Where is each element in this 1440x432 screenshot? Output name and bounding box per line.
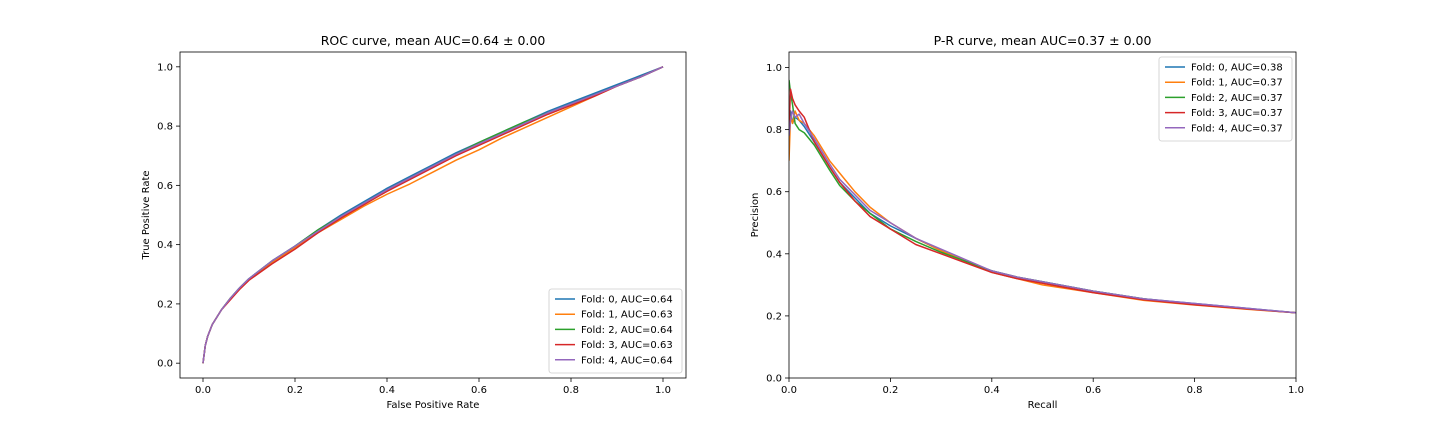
chart-1: P-R curve, mean AUC=0.37 ± 0.00 0.0 0.2 0.4… xyxy=(750,33,1304,411)
y-tick-label: 0.6 xyxy=(766,187,782,198)
chart-title: P-R curve, mean AUC=0.37 ± 0.00 xyxy=(934,33,1152,48)
legend-entry: Fold: 3, AUC=0.63 xyxy=(581,340,673,351)
y-tick-label: 0.0 xyxy=(157,359,173,370)
legend-box xyxy=(548,288,683,374)
y-axis-label: Precision xyxy=(750,193,761,238)
legend-entry: Fold: 1, AUC=0.37 xyxy=(1191,78,1283,89)
legend-box xyxy=(1158,56,1293,142)
legend: Fold: 0, AUC=0.38 Fold: 1, AUC=0.37 Fold: … xyxy=(1158,56,1293,142)
legend-entry: Fold: 2, AUC=0.64 xyxy=(581,325,673,336)
x-tick-label: 1.0 xyxy=(655,385,671,396)
y-tick-label: 0.2 xyxy=(157,299,173,310)
y-tick-label: 0.8 xyxy=(157,122,173,133)
axes-frame xyxy=(788,51,1297,379)
x-tick-label: 0.4 xyxy=(984,385,1000,396)
legend-entry: Fold: 4, AUC=0.64 xyxy=(581,355,673,366)
series-line-fold-4 xyxy=(789,110,1296,314)
x-tick-label: 0.8 xyxy=(1187,385,1203,396)
legend-entry: Fold: 1, AUC=0.63 xyxy=(581,310,673,321)
x-tick-label: 0.0 xyxy=(195,385,211,396)
chart-0: ROC curve, mean AUC=0.64 ± 0.00 0.0 0.2 0.4… xyxy=(141,33,687,411)
legend-entry: Fold: 0, AUC=0.38 xyxy=(1191,63,1283,74)
y-tick-label: 0.0 xyxy=(766,374,782,385)
x-axis-label: False Positive Rate xyxy=(387,400,480,411)
x-tick-label: 0.2 xyxy=(287,385,303,396)
legend-entry: Fold: 0, AUC=0.64 xyxy=(581,295,673,306)
y-tick-label: 0.8 xyxy=(766,125,782,136)
legend-entry: Fold: 4, AUC=0.37 xyxy=(1191,123,1283,134)
x-tick-label: 0.6 xyxy=(1085,385,1101,396)
legend-entry: Fold: 2, AUC=0.37 xyxy=(1191,93,1283,104)
y-tick-label: 1.0 xyxy=(766,63,782,74)
axes-frame xyxy=(179,51,687,379)
x-tick-label: 0.2 xyxy=(882,385,898,396)
y-tick-label: 0.4 xyxy=(766,249,782,260)
x-tick-label: 0.0 xyxy=(781,385,797,396)
legend: Fold: 0, AUC=0.64 Fold: 1, AUC=0.63 Fold: … xyxy=(548,288,683,374)
x-tick-label: 0.4 xyxy=(379,385,395,396)
series-line-fold-4 xyxy=(202,66,664,364)
y-tick-label: 1.0 xyxy=(157,62,173,73)
y-axis-label: True Positive Rate xyxy=(141,170,152,260)
x-tick-label: 0.6 xyxy=(471,385,487,396)
series-line-fold-3 xyxy=(789,88,1296,314)
y-tick-label: 0.4 xyxy=(157,240,173,251)
x-axis-label: Recall xyxy=(1028,400,1058,411)
legend-entry: Fold: 3, AUC=0.37 xyxy=(1191,108,1283,119)
x-tick-label: 1.0 xyxy=(1288,385,1304,396)
y-tick-label: 0.2 xyxy=(766,311,782,322)
chart-title: ROC curve, mean AUC=0.64 ± 0.00 xyxy=(321,33,546,48)
x-tick-label: 0.8 xyxy=(563,385,579,396)
y-tick-label: 0.6 xyxy=(157,181,173,192)
